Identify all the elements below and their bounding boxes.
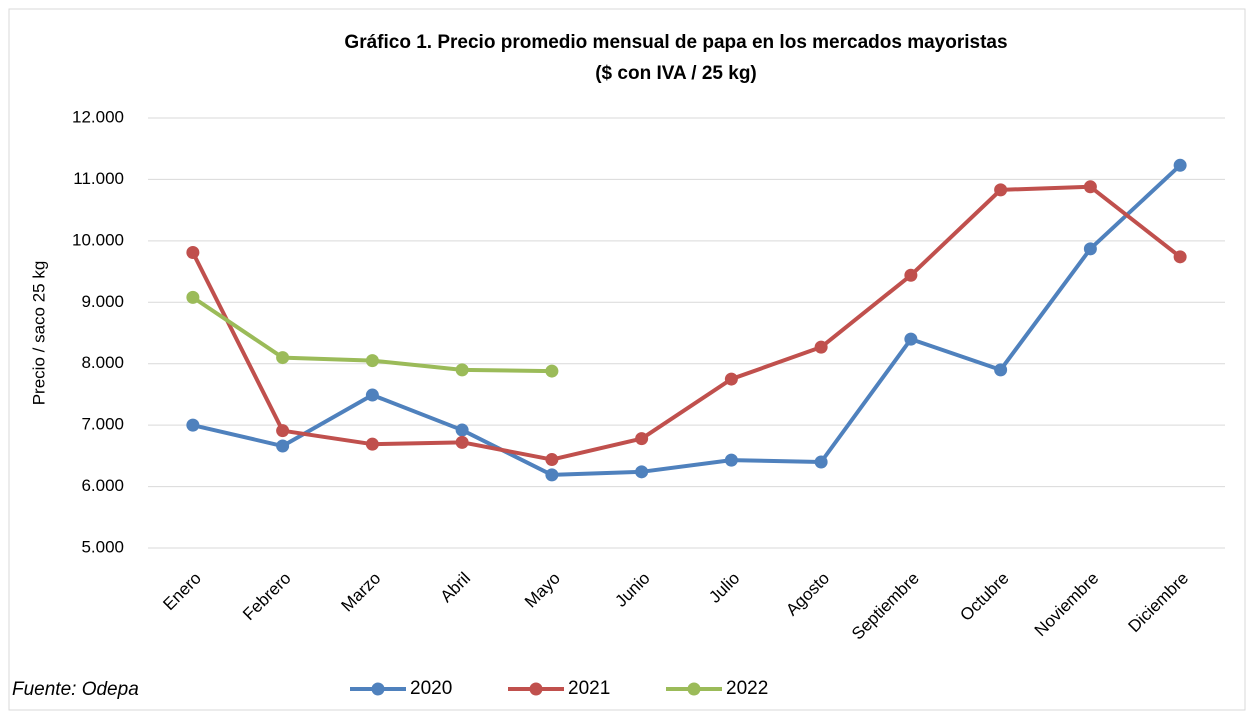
data-point xyxy=(276,439,290,453)
source: Fuente: Odepa xyxy=(12,679,139,700)
legend-marker xyxy=(687,682,701,696)
data-point xyxy=(545,468,559,482)
chart-border xyxy=(8,8,1246,711)
chart-title: Gráfico 1. Precio promedio mensual de pa… xyxy=(344,32,1007,53)
data-point xyxy=(904,332,918,346)
data-point xyxy=(365,354,379,368)
y-tick-label: 9.000 xyxy=(81,292,124,311)
data-point xyxy=(814,340,828,354)
data-point xyxy=(365,437,379,451)
series-line xyxy=(192,163,1182,477)
data-point xyxy=(904,268,918,282)
data-point xyxy=(1173,250,1187,264)
data-point xyxy=(1083,180,1097,194)
data-point xyxy=(365,388,379,402)
y-tick-label: 5.000 xyxy=(81,537,124,556)
data-point xyxy=(455,363,469,377)
y-tick-label: 11.000 xyxy=(73,169,124,188)
legend-label: 2021 xyxy=(568,678,610,699)
data-point xyxy=(635,432,649,446)
chart-subtitle: ($ con IVA / 25 kg) xyxy=(595,63,757,84)
data-point xyxy=(186,290,200,304)
data-point xyxy=(545,364,559,378)
y-tick-label: 6.000 xyxy=(81,476,124,495)
data-point xyxy=(276,351,290,365)
y-tick-label: 10.000 xyxy=(72,230,124,249)
legend-label: 2020 xyxy=(410,678,452,699)
legend-marker xyxy=(529,682,543,696)
data-point xyxy=(455,435,469,449)
data-point xyxy=(186,246,200,260)
data-point xyxy=(724,372,738,386)
data-point xyxy=(1083,242,1097,256)
y-axis-label: Precio / saco 25 kg xyxy=(29,261,48,406)
legend-marker xyxy=(371,682,385,696)
data-point xyxy=(186,418,200,432)
series-line xyxy=(191,184,1182,462)
data-point xyxy=(724,453,738,467)
y-tick-label: 12.000 xyxy=(72,107,124,126)
data-point xyxy=(635,465,649,479)
y-tick-label: 8.000 xyxy=(81,353,124,372)
y-tick-label: 7.000 xyxy=(81,415,124,434)
data-point xyxy=(545,453,559,467)
data-point xyxy=(814,455,828,469)
legend-label: 2022 xyxy=(726,678,768,699)
data-point xyxy=(276,424,290,438)
data-point xyxy=(1173,158,1187,172)
data-point xyxy=(455,423,469,437)
data-point xyxy=(994,183,1008,197)
data-point xyxy=(994,363,1008,377)
